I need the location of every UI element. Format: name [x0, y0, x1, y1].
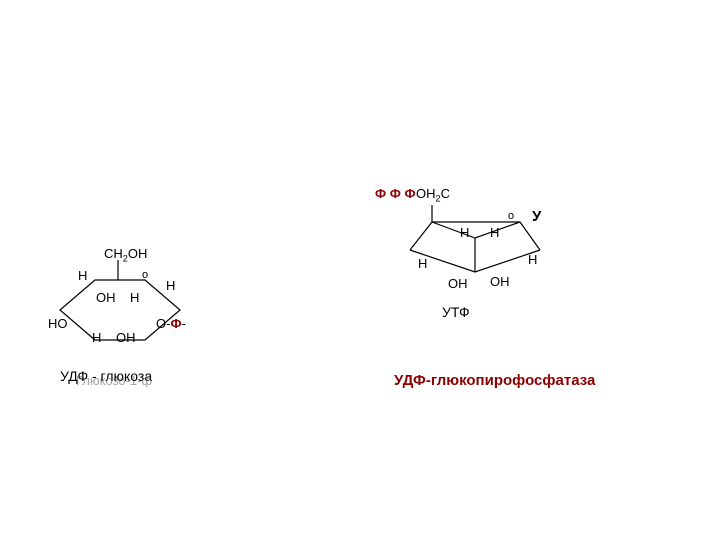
enzyme-label: УДФ-глюкопирофосфатаза: [394, 372, 595, 389]
utp-caption: УТФ: [442, 304, 470, 320]
u-base: У: [532, 208, 541, 225]
h-bl-r: Н: [418, 256, 427, 271]
oh-br-r: ОН: [490, 274, 510, 289]
phos-triple: Ф Ф Ф: [375, 186, 416, 201]
h-tr-r: Н: [490, 225, 499, 240]
ring-o-right: о: [508, 210, 514, 222]
oh-bl-r: ОН: [448, 276, 468, 291]
h-tl-r: Н: [460, 225, 469, 240]
h-br-r: Н: [528, 252, 537, 267]
ribose-ring: [0, 0, 720, 540]
oh2c-label: ОН2С: [416, 186, 450, 204]
